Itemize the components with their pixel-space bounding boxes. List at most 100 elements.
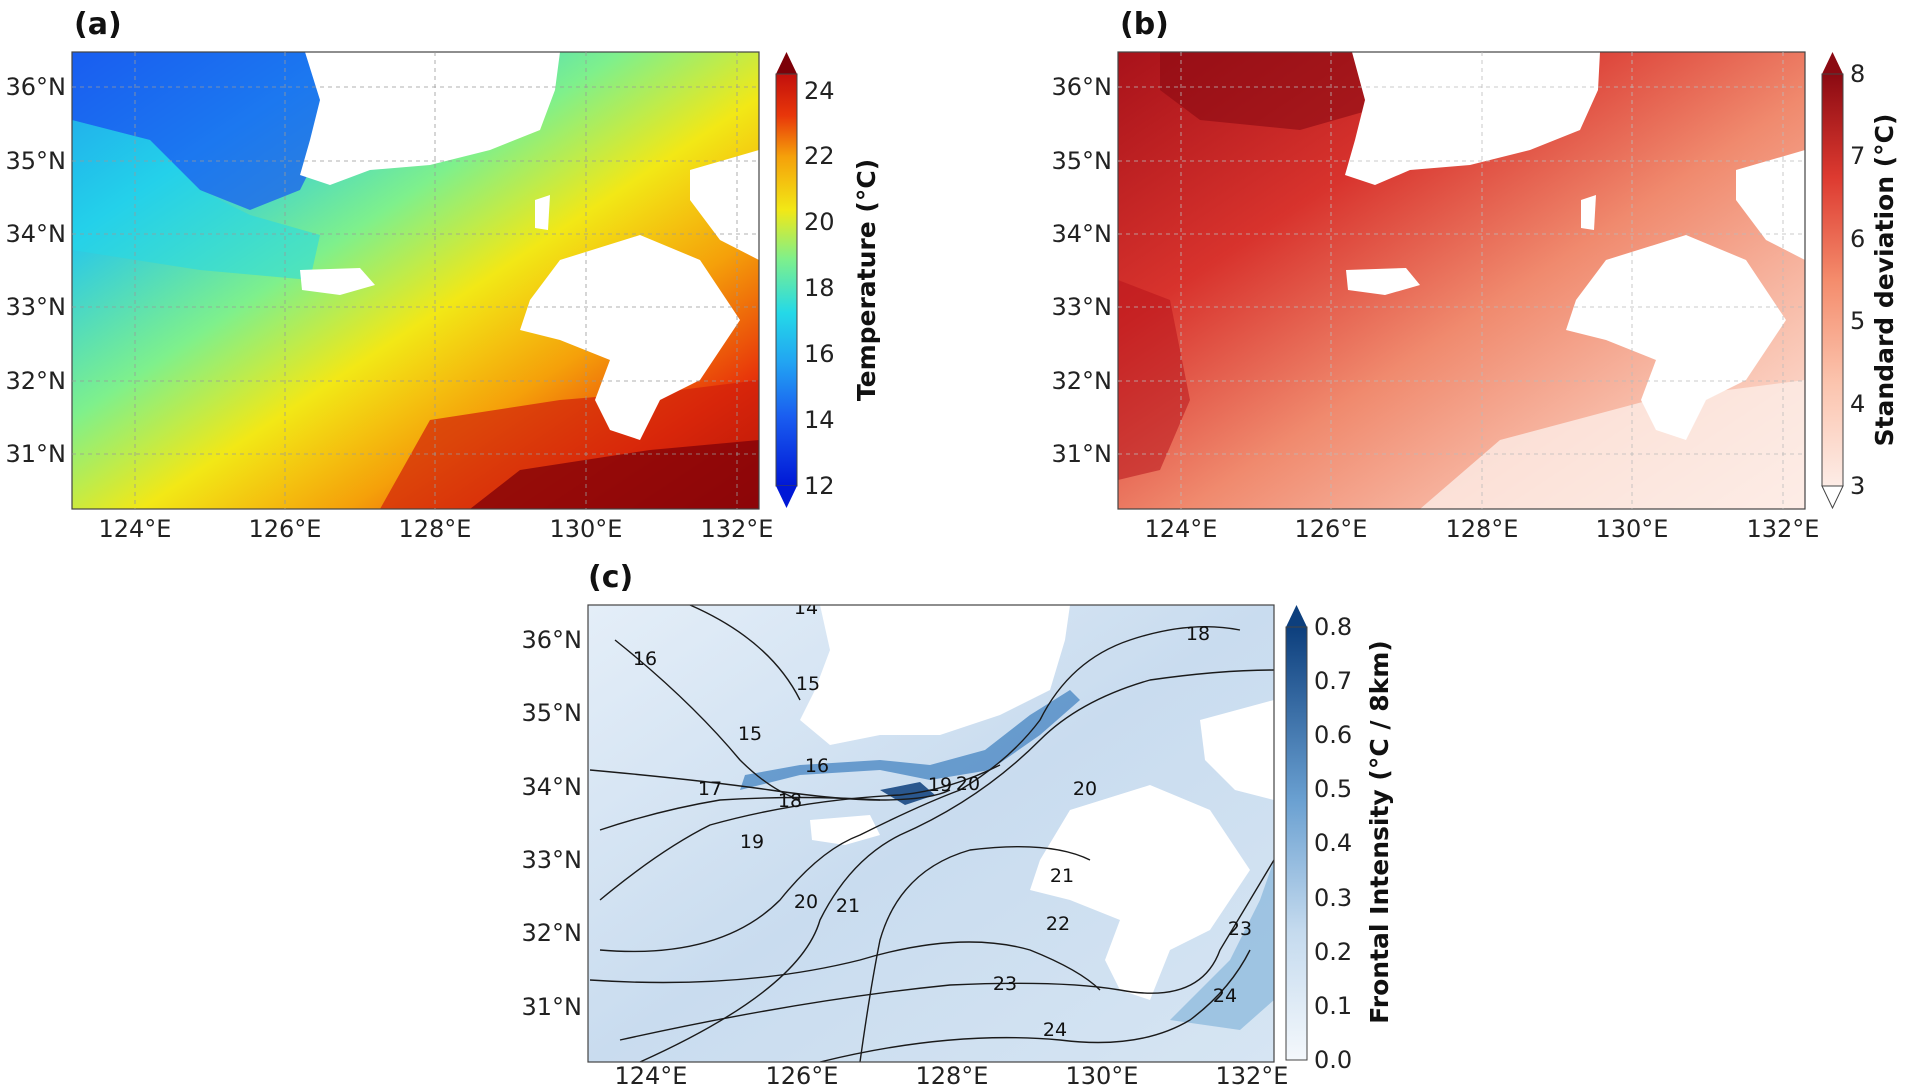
y-tick: 32°N <box>6 367 67 395</box>
x-tick: 132°E <box>1216 1062 1289 1088</box>
x-tick: 132°E <box>1747 515 1820 543</box>
panel-b-land-korea <box>1345 52 1600 185</box>
y-tick: 31°N <box>522 993 583 1021</box>
colorbar-extend-max <box>1822 52 1843 74</box>
panel-a-land-korea <box>300 52 560 185</box>
colorbar-tick: 5 <box>1850 307 1865 335</box>
panel-a-y-ticks: 36°N 35°N 34°N 33°N 32°N 31°N <box>6 73 67 468</box>
colorbar-tick: 22 <box>804 142 835 170</box>
panel-c-shelf-front <box>1170 860 1274 1030</box>
panel-c-colorbar: 0.8 0.7 0.6 0.5 0.4 0.3 0.2 0.1 0.0 Fron… <box>1285 605 1394 1074</box>
panel-b-land-kyushu <box>1566 235 1786 440</box>
panel-b-west-lobe <box>1118 280 1190 480</box>
panel-a-land-jeju <box>300 268 375 295</box>
y-tick: 35°N <box>6 147 67 175</box>
panel-a-x-ticks: 124°E 126°E 128°E 130°E 132°E <box>99 515 774 543</box>
contour-label: 20 <box>794 891 818 913</box>
panel-c-label: (c) <box>588 560 633 595</box>
colorbar-a-bar <box>775 73 798 487</box>
contour-label: 21 <box>1050 865 1074 887</box>
contour-label: 17 <box>698 778 722 800</box>
x-tick: 128°E <box>399 515 472 543</box>
x-tick: 132°E <box>701 515 774 543</box>
y-tick: 31°N <box>6 440 67 468</box>
panel-c-land-korea <box>800 605 1070 745</box>
colorbar-tick: 18 <box>804 274 835 302</box>
x-tick: 128°E <box>1446 515 1519 543</box>
colorbar-tick: 0.0 <box>1314 1046 1352 1074</box>
colorbar-tick: 8 <box>1850 60 1865 88</box>
y-tick: 35°N <box>1052 147 1113 175</box>
panel-b: (b) 124°E 126°E 128°E 130°E <box>1052 7 1900 543</box>
colorbar-c-bar <box>1285 626 1308 1061</box>
colorbar-tick: 3 <box>1850 472 1865 500</box>
panel-c-frame <box>587 604 1275 1063</box>
panel-a-colorbar: 24 22 20 18 16 14 12 Temperature (°C) <box>775 52 881 508</box>
colorbar-tick: 12 <box>804 472 835 500</box>
panel-b-low-tail <box>1420 380 1805 509</box>
contour-label: 16 <box>633 648 657 670</box>
contour-label: 14 <box>794 597 818 619</box>
contour-label: 23 <box>1228 918 1252 940</box>
panel-b-high-core <box>1160 52 1370 130</box>
x-tick: 130°E <box>1596 515 1669 543</box>
colorbar-tick: 24 <box>804 77 835 105</box>
panel-c-land-jeju <box>810 815 880 845</box>
colorbar-tick: 7 <box>1850 142 1865 170</box>
panel-a-cold-pool <box>72 52 330 210</box>
y-tick: 36°N <box>1052 73 1113 101</box>
contour-label: 21 <box>836 895 860 917</box>
y-tick: 34°N <box>1052 220 1113 248</box>
x-tick: 126°E <box>1295 515 1368 543</box>
colorbar-tick: 14 <box>804 406 835 434</box>
panel-a-frame <box>71 51 760 510</box>
contour-label: 20 <box>956 773 980 795</box>
contour-label: 24 <box>1213 985 1237 1007</box>
y-tick: 34°N <box>6 220 67 248</box>
colorbar-a-title: Temperature (°C) <box>852 159 881 401</box>
colorbar-tick: 0.6 <box>1314 721 1352 749</box>
colorbar-tick: 20 <box>804 208 835 236</box>
panel-c-y-ticks: 36°N 35°N 34°N 33°N 32°N 31°N <box>522 626 583 1021</box>
colorbar-extend-max <box>776 52 797 74</box>
colorbar-tick: 6 <box>1850 225 1865 253</box>
colorbar-b-bar <box>1821 73 1844 487</box>
panel-b-colorbar: 8 7 6 5 4 3 Standard deviation (°C) <box>1821 52 1899 510</box>
contour-label: 18 <box>778 790 802 812</box>
contour-label: 18 <box>1186 623 1210 645</box>
colorbar-tick: 0.5 <box>1314 775 1352 803</box>
contour-label: 19 <box>928 774 952 796</box>
panel-a-land-kyushu <box>520 235 740 440</box>
panel-c-land-kyushu <box>1030 785 1250 1000</box>
y-tick: 35°N <box>522 699 583 727</box>
colorbar-tick: 4 <box>1850 390 1865 418</box>
y-tick: 36°N <box>522 626 583 654</box>
panel-b-frame <box>1117 51 1806 510</box>
x-tick: 124°E <box>1145 515 1218 543</box>
contour-label: 23 <box>993 973 1017 995</box>
panel-c-x-ticks: 124°E 126°E 128°E 130°E 132°E <box>615 1062 1289 1088</box>
colorbar-tick: 16 <box>804 340 835 368</box>
panel-b-gridlines <box>1118 52 1805 509</box>
x-tick: 130°E <box>1066 1062 1139 1088</box>
colorbar-tick: 0.3 <box>1314 884 1352 912</box>
x-tick: 126°E <box>766 1062 839 1088</box>
colorbar-tick: 0.8 <box>1314 613 1352 641</box>
panel-b-x-ticks: 124°E 126°E 128°E 130°E 132°E <box>1145 515 1820 543</box>
y-tick: 32°N <box>1052 367 1113 395</box>
panel-b-land-jeju <box>1346 268 1420 295</box>
panel-a-land-honshu <box>690 150 759 260</box>
x-tick: 124°E <box>615 1062 688 1088</box>
panel-a-gridlines <box>72 52 759 509</box>
contour-label: 16 <box>805 755 829 777</box>
panel-c: (c) <box>522 560 1395 1088</box>
panel-a-cyan-band <box>72 120 320 280</box>
x-tick: 124°E <box>99 515 172 543</box>
x-tick: 130°E <box>550 515 623 543</box>
panel-c-land-honshu <box>1200 700 1274 800</box>
x-tick: 128°E <box>916 1062 989 1088</box>
y-tick: 31°N <box>1052 440 1113 468</box>
colorbar-extend-min <box>1821 485 1844 510</box>
panel-a-hot-core <box>470 440 759 509</box>
